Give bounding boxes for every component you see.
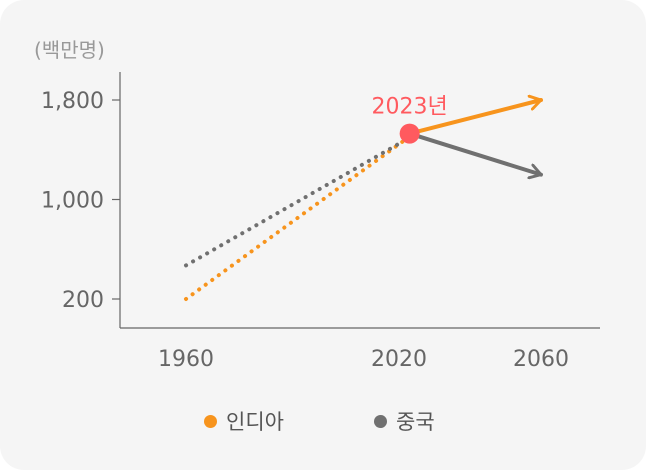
series-historical-dotted-line: [184, 139, 405, 268]
annotation-point: [399, 123, 420, 144]
series-projection-arrow: [407, 131, 543, 175]
x-tick-label: 2020: [371, 347, 427, 372]
legend-item-india: 인디아: [204, 406, 284, 436]
y-tick-label: 200: [62, 288, 104, 313]
legend-label-china: 중국: [396, 410, 435, 434]
y-tick-label: 1,000: [41, 189, 104, 214]
x-tick-label: 2060: [513, 347, 569, 372]
series-lines: [184, 100, 543, 301]
annotation-label: 2023년: [372, 95, 448, 120]
y-tick-label: 1,800: [41, 89, 104, 114]
x-ticks: 1960 2020 2060: [158, 347, 569, 372]
series-historical-dotted-line: [184, 139, 405, 301]
annotation-group: 2023년: [372, 95, 448, 144]
legend-item-china: 중국: [374, 406, 435, 436]
y-axis-unit-label: (백만명): [34, 38, 105, 62]
legend-dot-china: [374, 414, 387, 428]
series-projection-arrow: [407, 100, 543, 136]
y-ticks: 200 1,000 1,800: [41, 89, 120, 313]
legend-label-india: 인디아: [226, 410, 284, 434]
legend-dot-india: [204, 414, 217, 428]
x-tick-label: 1960: [158, 347, 214, 372]
